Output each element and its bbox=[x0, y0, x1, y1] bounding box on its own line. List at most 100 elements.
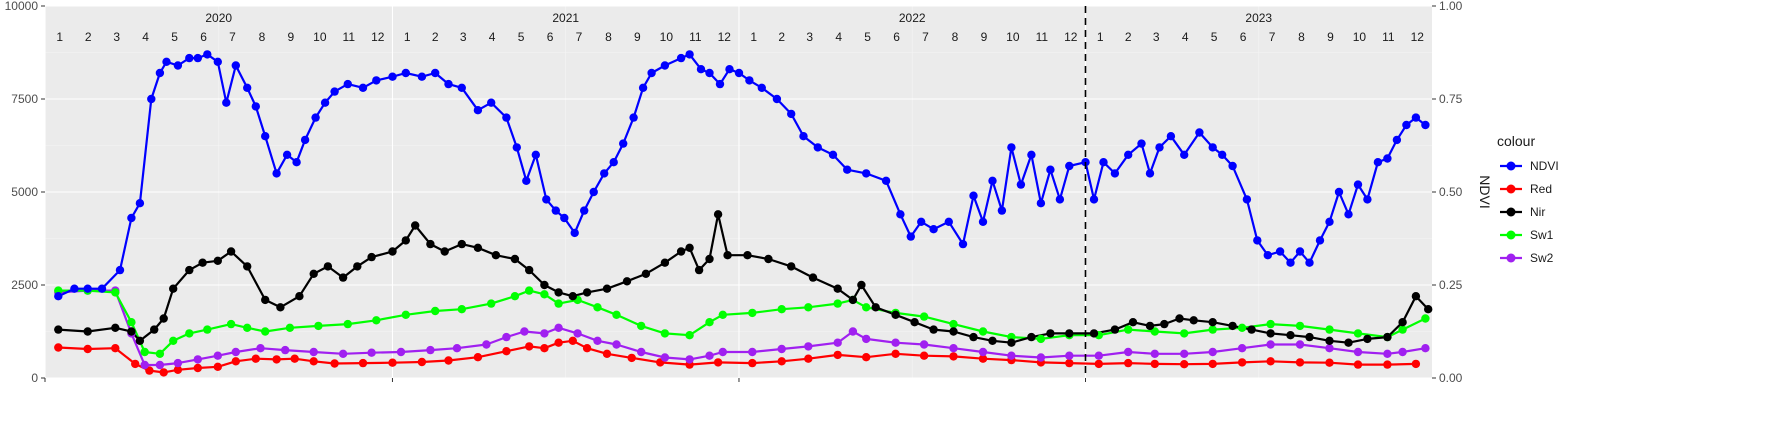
data-point-ndvi bbox=[272, 169, 281, 178]
data-point-nir bbox=[949, 327, 958, 336]
data-point-sw1 bbox=[1295, 321, 1305, 331]
data-point-ndvi bbox=[431, 68, 440, 78]
data-point-nir bbox=[713, 210, 723, 219]
data-point-sw1 bbox=[1180, 329, 1189, 338]
data-point-sw1 bbox=[343, 319, 352, 329]
data-point-ndvi bbox=[969, 191, 978, 200]
data-point-nir bbox=[440, 247, 449, 256]
data-point-ndvi bbox=[115, 265, 125, 275]
data-point-nir bbox=[510, 254, 520, 264]
data-point-ndvi bbox=[135, 199, 145, 208]
data-point-ndvi bbox=[799, 132, 808, 141]
data-point-sw1 bbox=[804, 303, 813, 312]
data-point-ndvi bbox=[193, 53, 202, 63]
data-point-nir bbox=[1145, 321, 1155, 331]
data-point-ndvi bbox=[1145, 169, 1155, 178]
data-point-nir bbox=[871, 303, 880, 312]
data-point-sw1 bbox=[155, 349, 165, 358]
data-point-sw1 bbox=[226, 319, 236, 329]
month-label: 2 bbox=[1125, 30, 1132, 44]
data-point-red bbox=[1325, 358, 1334, 367]
month-label: 4 bbox=[489, 30, 496, 44]
data-point-nir bbox=[226, 247, 236, 256]
month-label: 4 bbox=[835, 30, 842, 44]
data-point-sw2 bbox=[281, 345, 290, 355]
data-point-nir bbox=[554, 288, 563, 297]
data-point-sw2 bbox=[705, 351, 714, 360]
year-label: 2021 bbox=[552, 11, 579, 25]
month-label: 2 bbox=[85, 30, 92, 44]
data-point-ndvi bbox=[282, 150, 292, 159]
data-point-ndvi bbox=[958, 239, 968, 249]
data-point-sw1 bbox=[748, 308, 757, 318]
data-point-sw2 bbox=[502, 332, 511, 342]
data-point-nir bbox=[540, 280, 549, 290]
data-point-sw1 bbox=[593, 303, 602, 312]
data-point-ndvi bbox=[1392, 135, 1402, 145]
data-point-red bbox=[502, 347, 511, 356]
data-point-ndvi bbox=[1218, 150, 1227, 159]
left-axis-tick-label: 5000 bbox=[11, 185, 38, 199]
data-point-nir bbox=[764, 254, 773, 264]
data-point-ndvi bbox=[619, 139, 628, 148]
data-point-nir bbox=[602, 284, 612, 293]
data-point-sw1 bbox=[314, 321, 323, 331]
data-point-sw1 bbox=[1036, 334, 1046, 344]
data-point-nir bbox=[54, 325, 63, 334]
data-point-ndvi bbox=[444, 79, 453, 89]
data-point-nir bbox=[929, 325, 938, 334]
data-point-sw2 bbox=[426, 345, 435, 355]
data-point-red bbox=[290, 354, 299, 363]
data-point-red bbox=[272, 355, 281, 364]
data-point-sw2 bbox=[718, 347, 727, 357]
data-point-red bbox=[83, 344, 92, 354]
data-point-red bbox=[554, 338, 563, 347]
data-point-nir bbox=[568, 292, 577, 301]
data-point-ndvi bbox=[647, 68, 656, 78]
data-point-nir bbox=[1363, 334, 1372, 344]
right-axis-tick-label: 1.00 bbox=[1439, 0, 1463, 13]
data-point-nir bbox=[1344, 338, 1353, 347]
month-label: 11 bbox=[1382, 30, 1395, 44]
data-point-red bbox=[145, 366, 154, 375]
data-point-ndvi bbox=[828, 150, 838, 159]
data-point-red bbox=[213, 362, 222, 371]
data-point-ndvi bbox=[251, 102, 260, 111]
data-point-ndvi bbox=[1208, 143, 1217, 152]
data-point-sw1 bbox=[525, 286, 534, 295]
data-point-red bbox=[919, 351, 929, 360]
right-y-axis: 0.00 0.25 0.50 0.75 1.00 bbox=[1432, 0, 1463, 385]
month-label: 12 bbox=[718, 30, 732, 44]
data-point-sw1 bbox=[457, 305, 466, 314]
data-point-sw1 bbox=[1124, 325, 1133, 334]
month-label: 10 bbox=[1006, 30, 1020, 44]
data-point-nir bbox=[685, 243, 694, 252]
data-point-red bbox=[1237, 358, 1247, 367]
month-label: 10 bbox=[313, 30, 327, 44]
legend-key-point bbox=[1506, 253, 1516, 263]
data-point-ndvi bbox=[705, 68, 714, 78]
month-label: 1 bbox=[750, 30, 757, 44]
data-point-ndvi bbox=[213, 57, 222, 66]
data-point-nir bbox=[787, 262, 796, 271]
data-point-ndvi bbox=[1305, 258, 1314, 267]
data-point-sw1 bbox=[127, 318, 136, 327]
year-labels: 2020 2021 2022 2023 bbox=[205, 11, 1272, 25]
data-point-ndvi bbox=[358, 83, 368, 93]
series-points bbox=[54, 50, 1433, 377]
data-point-ndvi bbox=[320, 98, 330, 107]
month-label: 9 bbox=[981, 30, 988, 44]
data-point-sw1 bbox=[777, 305, 786, 314]
data-point-sw2 bbox=[452, 344, 462, 353]
data-point-sw1 bbox=[685, 331, 694, 340]
data-point-sw2 bbox=[1036, 353, 1046, 362]
data-point-nir bbox=[676, 247, 686, 256]
data-point-ndvi bbox=[97, 284, 107, 293]
data-point-ndvi bbox=[1180, 150, 1189, 159]
month-label: 12 bbox=[1411, 30, 1425, 44]
data-point-nir bbox=[276, 303, 285, 312]
month-label: 5 bbox=[1211, 30, 1218, 44]
data-point-red bbox=[978, 354, 988, 363]
data-point-red bbox=[159, 368, 168, 377]
